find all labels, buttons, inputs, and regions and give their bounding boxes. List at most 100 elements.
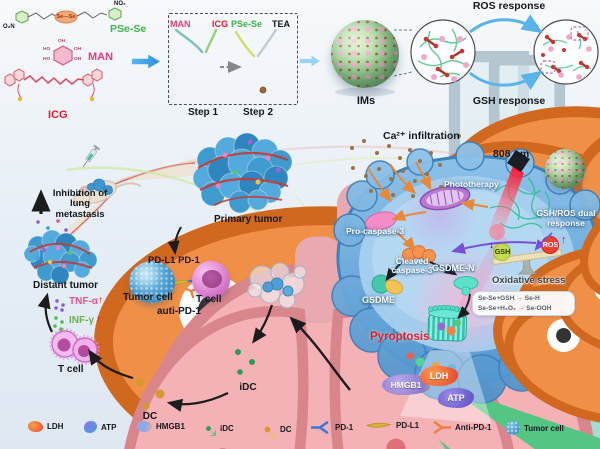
release-beam xyxy=(400,350,492,424)
pse-se-label: PSe-Se xyxy=(110,23,147,35)
icg-label: ICG xyxy=(48,109,68,121)
gsdme-n-icon xyxy=(453,276,479,296)
legend-ldh-label: LDH xyxy=(47,422,64,431)
ldh-label: LDH xyxy=(429,371,449,381)
legend-item-dc: DC xyxy=(259,421,292,438)
atp-legend-icon xyxy=(84,421,97,433)
legend-dc-label: DC xyxy=(280,425,292,434)
ims-label: IMs xyxy=(356,95,376,107)
gsh-response-arrow xyxy=(469,70,543,90)
man-ho-left: HO xyxy=(43,47,51,52)
man-oh-top: OH xyxy=(58,39,66,44)
legend-idc-label: iDC xyxy=(220,424,234,433)
flask-streams xyxy=(174,28,278,58)
ca-infiltration-label: Ca²⁺ infiltration xyxy=(383,130,460,142)
legend-hmgb1-label: HMGB1 xyxy=(156,422,185,431)
tnf-label: TNF-α xyxy=(69,296,98,307)
tumor-cell-legend-icon xyxy=(506,421,520,435)
pd1-legend-icon xyxy=(311,421,329,434)
man-oh-br: OH xyxy=(74,57,82,62)
distant-tumor-icon xyxy=(23,229,98,285)
o2n-label: O₂N xyxy=(3,24,15,30)
legend-item-atp: ATP xyxy=(84,421,116,433)
legend-item-ldh: LDH xyxy=(28,421,63,432)
dc-label: DC xyxy=(142,411,158,422)
oxidative-stress-label: Oxidative stress xyxy=(492,275,566,286)
ros-up-arrow: ↑ xyxy=(561,234,567,246)
se-se-label: Se—Se xyxy=(56,13,76,20)
eq2: Se-Se+H₂O₂ → Se-OOH xyxy=(478,305,552,312)
ims-shadow xyxy=(335,87,395,97)
tnf-dots xyxy=(54,299,65,312)
box-tea-label: TEA xyxy=(272,19,290,29)
t-cell-nucleus xyxy=(202,270,222,288)
ros-response-label: ROS response xyxy=(472,0,546,12)
man-ho-bl: HO xyxy=(43,57,51,62)
dc-legend-icon xyxy=(264,426,276,438)
box-pse-label: PSe-Se xyxy=(231,19,263,29)
idc-cells-icon xyxy=(5,120,600,449)
pse-se-structure xyxy=(15,7,122,24)
ros-ball-label: ROS xyxy=(542,240,559,249)
inf-label: INF-γ xyxy=(69,315,94,326)
dual-response-label: GSH/ROS dual response xyxy=(536,208,596,228)
gsh-down-arrow: ↓ xyxy=(489,240,494,251)
gsdme-label: GSDME xyxy=(362,295,396,305)
primary-tumor-icon xyxy=(192,132,293,214)
pdl1-legend-icon xyxy=(366,422,392,428)
no2-label: NO₂ xyxy=(114,1,126,7)
legend-pdl1-label: PD-L1 xyxy=(396,421,420,430)
ldh-blob: LDH xyxy=(420,366,458,386)
legend-tumor-cell-label: Tumor cell xyxy=(524,423,564,433)
ims-nanoparticle-icon xyxy=(331,20,399,88)
eq1: Se-Se+GSH → Se-H xyxy=(478,295,540,302)
flow-arrow-2-icon xyxy=(300,55,320,67)
t-cell-label: T cell xyxy=(196,294,222,305)
box-man-label: MAN xyxy=(170,19,191,29)
gsh-response-label: GSH response xyxy=(472,95,546,107)
flow-arrows xyxy=(31,161,553,412)
cleaved-caspase-icon xyxy=(402,245,436,263)
primary-tumor-label: Primary tumor xyxy=(214,214,283,225)
hmgb1-blob: HMGB1 xyxy=(382,374,430,395)
ros-response-arrow xyxy=(469,14,544,34)
atp-label: ATP xyxy=(447,393,465,403)
atp-blob: ATP xyxy=(438,388,474,408)
legend-atp-label: ATP xyxy=(101,422,117,432)
man-oh-right: OH xyxy=(74,47,82,52)
nanoparticle-at-cell-icon xyxy=(545,149,585,189)
t-cells-icon xyxy=(49,328,100,365)
legend-item-pdl1: PD-L1 xyxy=(366,421,419,430)
anti-pd1-legend-icon xyxy=(433,421,451,434)
anti-pd1-label: auti-PD-1 xyxy=(157,306,201,317)
selenium-reactions-box: Se-Se+GSH → Se-H Se-Se+H₂O₂ → Se-OOH xyxy=(472,291,575,316)
phototherapy-label: Phototherapy xyxy=(444,179,499,189)
dc-cells-icon xyxy=(136,242,600,449)
synthesis-box xyxy=(168,13,298,105)
calcium-dots xyxy=(350,134,461,198)
flask-step2-icon xyxy=(259,59,600,449)
step1-label: Step 1 xyxy=(188,107,219,118)
hmgb1-label: HMGB1 xyxy=(390,379,422,390)
man-structure xyxy=(53,45,73,66)
network-cleaved-circle xyxy=(533,19,600,259)
tumor-cell-label: Tumor cell xyxy=(123,292,173,303)
legend-pd1-label: PD-1 xyxy=(335,423,354,432)
legend-item-anti-pd1: Anti-PD-1 xyxy=(432,421,491,434)
laser-icon xyxy=(489,150,530,240)
distant-tumor-label: Distant tumor xyxy=(33,280,98,291)
network-intact-circle xyxy=(410,19,600,328)
legend-item-idc: iDC xyxy=(201,421,234,436)
pyroptotic-bodies-icon xyxy=(247,262,307,309)
gsdme-n-label: GSDME-N xyxy=(432,263,475,273)
inhibition-label: Inhibition of lung metastasis xyxy=(52,188,108,220)
pd-pair-label: PD-L1 PD-1 xyxy=(148,255,200,266)
zoom-cone-lines xyxy=(393,29,413,77)
legend-item-tumor-cell: Tumor cell xyxy=(506,421,564,435)
pro-caspase-label: Pro-caspase-3 xyxy=(346,226,405,236)
t-cell-sphere-icon xyxy=(192,261,230,299)
legend-item-pd1: PD-1 xyxy=(311,421,353,434)
man-label: MAN xyxy=(88,51,114,63)
